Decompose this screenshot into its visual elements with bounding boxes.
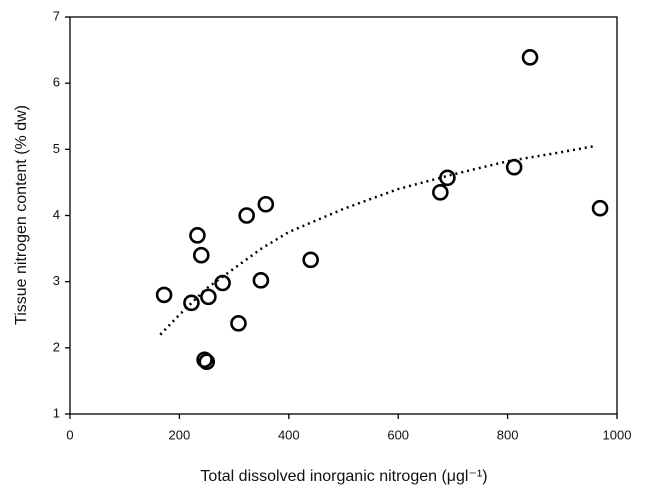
y-tick-label: 6 bbox=[53, 75, 60, 90]
x-axis-label: Total dissolved inorganic nitrogen (μgl⁻… bbox=[200, 468, 487, 485]
data-point bbox=[214, 274, 231, 292]
x-tick-label: 600 bbox=[387, 427, 409, 442]
y-tick-label: 2 bbox=[53, 339, 60, 354]
data-point bbox=[591, 199, 609, 217]
data-point bbox=[155, 286, 173, 304]
y-tick-label: 5 bbox=[53, 141, 60, 156]
data-point bbox=[192, 246, 210, 264]
x-tick-label: 400 bbox=[278, 427, 300, 442]
x-tick-label: 0 bbox=[66, 427, 73, 442]
y-tick-label: 1 bbox=[53, 405, 60, 420]
data-point bbox=[505, 158, 523, 176]
y-axis-label: Tissue nitrogen content (% dw) bbox=[13, 105, 30, 325]
x-tick-label: 1000 bbox=[603, 427, 632, 442]
data-point bbox=[439, 169, 456, 187]
plot-frame bbox=[69, 16, 618, 415]
data-point bbox=[200, 288, 217, 306]
data-point bbox=[252, 272, 270, 289]
x-tick-label: 200 bbox=[169, 427, 191, 442]
x-tick-label: 800 bbox=[497, 427, 519, 442]
data-point bbox=[198, 353, 216, 371]
data-point bbox=[302, 251, 319, 269]
data-point bbox=[238, 207, 255, 224]
data-point bbox=[230, 315, 247, 332]
data-point bbox=[521, 49, 539, 66]
data-point bbox=[196, 351, 213, 369]
y-tick-label: 7 bbox=[53, 8, 60, 23]
data-point bbox=[189, 227, 206, 244]
y-tick-label: 3 bbox=[53, 273, 60, 288]
data-point bbox=[257, 195, 275, 213]
trend-line bbox=[159, 144, 596, 336]
y-tick-label: 4 bbox=[53, 207, 60, 222]
data-point bbox=[432, 184, 449, 201]
data-point bbox=[183, 294, 200, 312]
